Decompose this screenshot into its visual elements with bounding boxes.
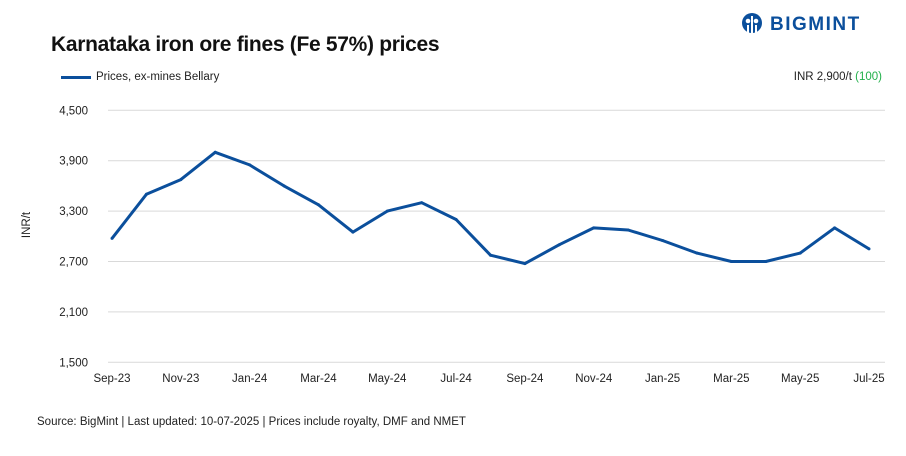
latest-price-value: INR 2,900/t xyxy=(793,71,852,83)
y-tick-label: 4,500 xyxy=(59,105,88,117)
bigmint-logo-icon xyxy=(742,13,762,36)
data-point xyxy=(282,184,286,188)
x-tick-label: Sep-24 xyxy=(506,373,544,385)
data-point xyxy=(798,251,802,255)
chart-title: Karnataka iron ore fines (Fe 57%) prices xyxy=(51,33,440,56)
data-point xyxy=(144,192,148,196)
x-tick-label: Mar-24 xyxy=(300,373,337,385)
data-point xyxy=(420,201,424,205)
latest-price: INR 2,900/t (100) xyxy=(794,71,882,83)
x-tick-label: Sep-23 xyxy=(93,373,130,385)
x-tick-label: Mar-25 xyxy=(713,373,749,385)
x-tick-label: Nov-23 xyxy=(162,373,199,385)
x-tick-label: Jul-24 xyxy=(440,373,472,385)
y-tick-label: 1,500 xyxy=(59,357,88,369)
data-point xyxy=(764,260,768,263)
data-point xyxy=(695,251,699,255)
series-line xyxy=(110,150,870,266)
data-point xyxy=(351,230,355,234)
bigmint-logo: BIGMINT xyxy=(740,12,861,38)
data-point xyxy=(179,178,183,182)
data-point xyxy=(729,260,733,263)
data-point xyxy=(110,236,114,240)
x-tick-label: Nov-24 xyxy=(575,373,613,385)
brand-name: BIGMINT xyxy=(770,14,861,35)
data-point xyxy=(661,239,665,242)
data-point xyxy=(489,253,492,257)
legend-swatch xyxy=(61,75,91,79)
y-tick-label: 3,900 xyxy=(59,156,88,168)
legend-label: Prices, ex-mines Bellary xyxy=(96,71,220,83)
data-point xyxy=(557,243,561,247)
x-tick-label: Jul-25 xyxy=(853,373,884,385)
x-tick-label: Jan-25 xyxy=(645,373,680,385)
data-point xyxy=(248,163,252,167)
data-point xyxy=(626,228,630,232)
y-axis-label: INR/t xyxy=(21,211,33,238)
data-point xyxy=(867,247,871,251)
legend: Prices, ex-mines Bellary xyxy=(61,71,219,83)
y-tick-label: 2,700 xyxy=(59,257,88,269)
y-tick-label: 3,300 xyxy=(59,206,88,218)
source-note: Source: BigMint | Last updated: 10-07-20… xyxy=(37,416,466,428)
x-tick-label: May-25 xyxy=(781,373,819,385)
data-point xyxy=(454,218,458,221)
data-point xyxy=(213,150,217,154)
data-point xyxy=(523,262,527,266)
data-point xyxy=(316,203,320,207)
y-tick-label: 2,100 xyxy=(59,307,88,319)
latest-price-change: (100) xyxy=(855,71,882,83)
data-point xyxy=(385,209,389,213)
data-point xyxy=(833,226,837,230)
x-tick-label: May-24 xyxy=(368,373,407,385)
x-tick-label: Jan-24 xyxy=(232,373,268,385)
data-point xyxy=(592,226,596,230)
